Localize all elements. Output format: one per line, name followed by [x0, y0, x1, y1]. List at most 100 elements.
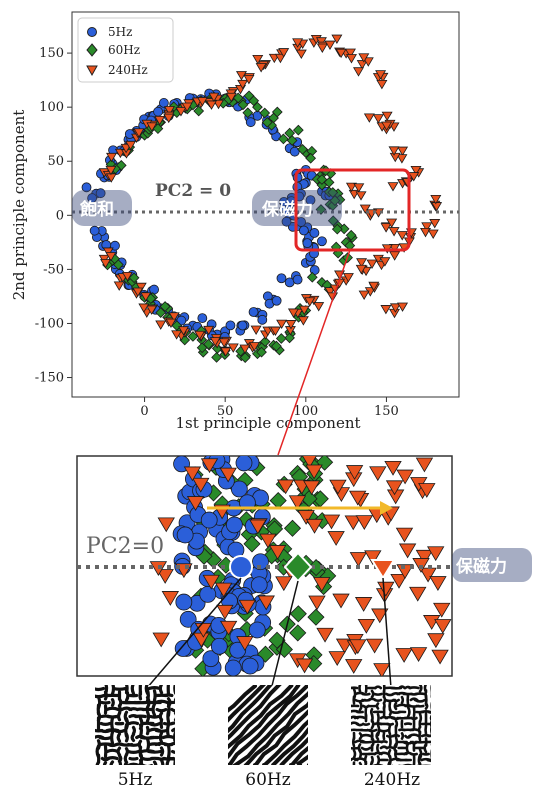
pattern-segment: [409, 728, 419, 732]
point-240hz: [359, 204, 371, 214]
pattern-stripe: [228, 685, 257, 713]
point-240hz: [274, 53, 286, 64]
point-5hz: [289, 146, 300, 157]
pattern-segment: [106, 756, 119, 761]
point-240hz: [278, 48, 290, 58]
x-axis-ticks: 0 50 100 150: [140, 397, 399, 419]
zoom-point-240hz: [295, 658, 314, 674]
legend-label-240hz: 240Hz: [108, 63, 148, 77]
point-240hz: [356, 258, 368, 268]
point-60hz: [292, 124, 304, 136]
saturation-label-bg: [72, 190, 132, 226]
zoom-point-240hz: [434, 619, 452, 634]
pattern-segment: [429, 714, 431, 722]
point-240hz: [163, 106, 175, 116]
pattern-segment: [377, 728, 391, 733]
point-240hz: [168, 312, 180, 322]
pattern-stripe: [279, 736, 308, 765]
pattern-240hz: [351, 685, 431, 765]
pattern-segment: [116, 732, 122, 743]
zoom-point-5hz: [224, 659, 242, 676]
pattern-segment: [102, 761, 108, 765]
pattern-segment: [110, 716, 115, 731]
pattern-segment: [165, 758, 171, 765]
zoom-point-240hz: [349, 639, 367, 655]
point-5hz: [298, 225, 309, 236]
point-60hz: [196, 342, 208, 354]
pattern-segment: [353, 715, 367, 720]
point-5hz: [89, 225, 100, 236]
zoom-point-60hz: [289, 605, 307, 623]
pattern-segment: [358, 761, 363, 765]
pattern-segment: [126, 742, 141, 747]
zoom-point-240hz: [297, 510, 315, 525]
zoom-point-240hz: [415, 549, 434, 565]
pattern-stripe: [228, 685, 294, 750]
point-240hz: [140, 292, 152, 302]
zoom-point-240hz: [322, 514, 341, 530]
point-60hz: [305, 152, 317, 164]
pattern-segment: [128, 756, 139, 761]
zoom-data-points: [149, 456, 452, 676]
point-240hz: [243, 75, 255, 85]
point-5hz: [225, 320, 236, 331]
point-240hz: [355, 264, 367, 275]
zoom-point-240hz: [268, 545, 287, 560]
point-240hz: [381, 121, 393, 131]
point-5hz: [309, 228, 320, 238]
saturation-label: 飽和: [79, 199, 114, 220]
pattern-segment: [127, 721, 140, 726]
zoom-point-240hz: [327, 531, 345, 546]
pattern-segment: [166, 744, 171, 759]
pattern-segment: [95, 686, 106, 692]
point-240hz: [105, 252, 117, 262]
point-240hz: [421, 222, 433, 232]
point-60hz: [297, 143, 308, 155]
point-5hz: [87, 193, 98, 203]
zoom-point-240hz: [161, 591, 180, 606]
zoom-point-5hz: [179, 610, 197, 628]
pattern-segment: [366, 728, 378, 733]
zoom-point-60hz: [283, 519, 302, 537]
connector-5hz: [134, 577, 242, 703]
point-5hz: [276, 273, 287, 284]
point-240hz: [345, 54, 357, 64]
point-240hz: [387, 182, 399, 192]
point-60hz: [187, 331, 199, 342]
point-60hz: [155, 307, 167, 319]
pattern-segment: [385, 734, 395, 738]
pattern-segment: [418, 685, 423, 693]
pattern-segment: [126, 762, 141, 765]
pattern-segment: [413, 698, 427, 703]
point-60hz: [152, 123, 164, 135]
point-60hz: [128, 272, 140, 284]
pattern-segment: [171, 727, 175, 733]
pattern-segment: [126, 749, 141, 754]
pattern-segment: [387, 724, 392, 736]
y-tick-label: -100: [35, 316, 64, 331]
zoom-point-240hz: [395, 527, 414, 543]
pattern-segment: [352, 749, 357, 759]
zoom-point-240hz: [305, 518, 324, 534]
pattern-label-60hz: 60Hz: [245, 770, 290, 790]
increase-arrow-head: [380, 501, 393, 515]
point-240hz: [353, 67, 365, 77]
pattern-segment: [161, 734, 175, 740]
point-240hz: [208, 92, 220, 103]
zoom-point-60hz: [307, 559, 325, 577]
y-axis-label: 2nd principle component: [10, 110, 28, 301]
point-5hz: [197, 313, 208, 324]
pattern-segment: [111, 686, 128, 691]
point-240hz: [125, 140, 137, 151]
zoom-point-60hz: [316, 456, 334, 471]
point-240hz: [248, 342, 260, 352]
point-240hz: [292, 38, 304, 48]
zoom-point-240hz: [384, 460, 402, 476]
zoom-point-240hz: [302, 480, 321, 496]
zoom-point-240hz: [431, 649, 449, 665]
pattern-segment: [95, 760, 101, 765]
point-240hz: [121, 271, 133, 282]
zoom-point-240hz: [276, 479, 295, 495]
zoom-point-60hz: [307, 608, 325, 626]
point-240hz: [408, 172, 420, 182]
